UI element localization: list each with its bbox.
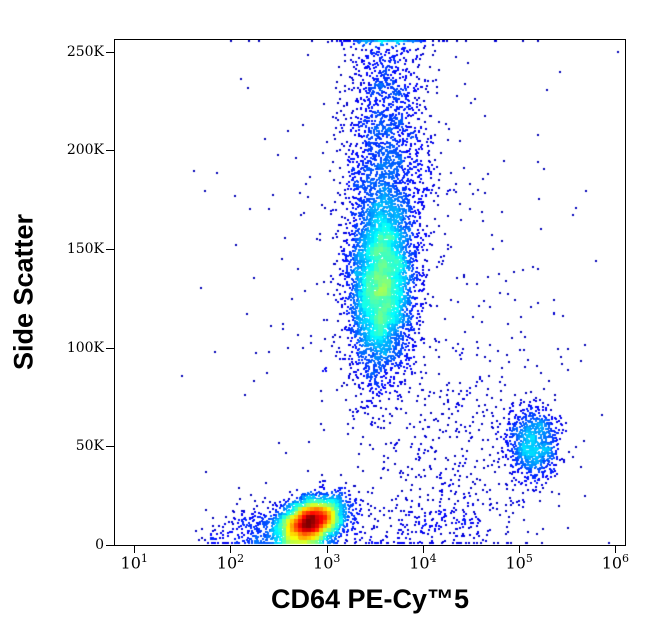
x-tick-label: 105 [505,552,533,573]
y-tick-label: 150K [66,241,104,258]
y-tick-label: 50K [75,438,104,455]
y-tick-mark [106,51,114,53]
y-tick-label: 100K [66,339,104,356]
x-tick-label: 104 [409,552,437,573]
scatter-density-canvas [115,40,625,545]
x-tick-mark [519,545,521,553]
x-tick-label: 106 [601,552,630,573]
y-tick-mark [106,545,114,546]
x-tick-mark [134,545,136,553]
y-tick-mark [106,446,114,448]
y-axis-label: Side Scatter [8,213,39,370]
y-tick-label: 250K [66,43,104,60]
y-tick-mark [106,347,114,349]
x-tick-mark [422,545,424,553]
x-tick-mark [615,545,617,553]
y-tick-label: 0 [95,537,104,553]
y-tick-label: 200K [66,142,104,159]
x-tick-mark [230,545,232,553]
x-axis-label: CD64 PE-Cy™5 [270,584,470,614]
y-tick-mark [106,150,114,152]
x-tick-label: 101 [120,552,148,573]
x-tick-mark [326,545,328,553]
plot-area [114,39,626,546]
x-tick-label: 102 [216,552,245,573]
x-tick-label: 103 [313,552,341,573]
y-tick-mark [106,249,114,251]
